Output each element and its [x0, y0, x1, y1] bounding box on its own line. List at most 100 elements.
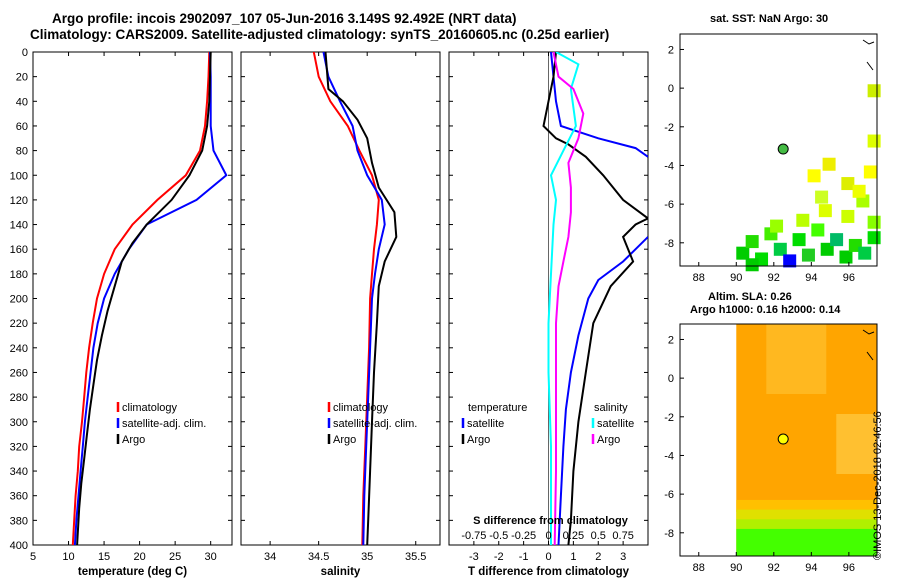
- salinity-legend-label: satellite-adj. clim.: [333, 418, 417, 430]
- sst_map-group: [679, 33, 881, 272]
- sla_map-ytick-label: 2: [668, 334, 674, 346]
- sla_map-argo-marker: [777, 433, 789, 445]
- depth-tick-label: 320: [10, 441, 28, 453]
- salinity-xlabel: salinity: [321, 566, 361, 578]
- temperature-series-argo: [76, 52, 212, 545]
- sla_map-xtick-label: 96: [843, 562, 855, 574]
- sst-cell: [770, 219, 784, 233]
- sst-cell: [811, 223, 825, 237]
- sst-cell: [852, 184, 866, 198]
- difference-xtick-label: -1: [519, 551, 529, 563]
- difference-series-s-satellite: [547, 52, 580, 545]
- difference-xtick-label: 1: [570, 551, 576, 563]
- depth-tick-label: 400: [10, 540, 28, 552]
- difference-s-tick-label: 0.25: [563, 530, 584, 542]
- temperature-legend-label: Argo: [122, 434, 145, 446]
- salinity-legend-label: Argo: [333, 434, 356, 446]
- difference-s-tick-label: -0.5: [489, 530, 508, 542]
- difference-s-axis-label: S difference from climatology: [473, 515, 629, 527]
- sst_map-ytick-label: -2: [664, 122, 674, 134]
- difference-xtick-label: 0: [545, 551, 551, 563]
- sst_map-xtick-label: 92: [768, 272, 780, 284]
- depth-tick-label: 100: [10, 170, 28, 182]
- sla-map-title: Altim. SLA: 0.26: [708, 291, 792, 303]
- difference-s-tick-label: 0: [545, 530, 551, 542]
- difference-s-tick-label: 0.75: [612, 530, 633, 542]
- depth-tick-label: 300: [10, 417, 28, 429]
- sst_map-xtick-label: 88: [693, 272, 705, 284]
- difference-s-tick-label: -0.25: [511, 530, 536, 542]
- title-line-1: Argo profile: incois 2902097_107 05-Jun-…: [52, 11, 517, 26]
- temperature-xtick-label: 10: [62, 551, 74, 563]
- temperature-legend-label: satellite-adj. clim.: [122, 418, 206, 430]
- timestamp: ©IMOS 13-Dec-2018 02:46:56: [872, 411, 884, 560]
- temperature-xtick-label: 30: [205, 551, 217, 563]
- sst_map-xtick-label: 94: [805, 272, 817, 284]
- difference-s-tick-label: 0.5: [591, 530, 606, 542]
- depth-tick-label: 240: [10, 343, 28, 355]
- sst-cell: [858, 246, 872, 260]
- depth-tick-label: 40: [16, 96, 28, 108]
- difference-series-t-argo: [542, 52, 648, 545]
- depth-tick-label: 280: [10, 392, 28, 404]
- salinity-xtick-label: 35.5: [405, 551, 426, 563]
- difference-series-t-satellite-deep-: [557, 236, 648, 545]
- sla-patch: [766, 324, 827, 394]
- sst_map-coastline: [862, 39, 875, 71]
- salinity-series-climatology: [312, 52, 380, 545]
- sst-cell: [867, 215, 881, 229]
- salinity-xtick-label: 34: [264, 551, 276, 563]
- sla_map-ytick-label: -8: [664, 528, 674, 540]
- sst-cell: [841, 177, 855, 191]
- sst_map-ytick-label: 0: [668, 83, 674, 95]
- salinity-frame: [240, 51, 441, 546]
- sst-cell: [815, 190, 829, 204]
- sst-cell: [822, 157, 836, 171]
- sst-cell: [818, 204, 832, 218]
- temperature-series-satellite-adj-clim-: [73, 52, 228, 545]
- salinity-series-satellite-adj-clim-: [322, 52, 386, 545]
- sst-cell: [783, 254, 797, 268]
- temperature-xtick-label: 20: [133, 551, 145, 563]
- sla-band: [736, 519, 877, 530]
- difference-sal-legend-label: satellite: [597, 418, 634, 430]
- sla-patch: [836, 414, 877, 474]
- temperature-xtick-label: 15: [98, 551, 110, 563]
- sla_map-ytick-label: -6: [664, 489, 674, 501]
- depth-tick-label: 60: [16, 121, 28, 133]
- temperature-legend-label: climatology: [122, 402, 178, 414]
- difference-sal-legend-label: Argo: [597, 434, 620, 446]
- sst-map-title: sat. SST: NaN Argo: 30: [710, 13, 829, 25]
- depth-tick-label: 160: [10, 244, 28, 256]
- sst-cell: [801, 248, 815, 262]
- sla-band: [736, 499, 877, 512]
- sst-cell: [745, 235, 759, 249]
- sla_map-xtick-label: 90: [730, 562, 742, 574]
- sla-map-subtitle: Argo h1000: 0.16 h2000: 0.14: [690, 304, 841, 316]
- sla_map-coastline: [862, 329, 875, 361]
- salinity-series-argo: [324, 52, 398, 545]
- sla_map-ytick-label: -2: [664, 412, 674, 424]
- depth-tick-label: 340: [10, 466, 28, 478]
- depth-tick-label: 20: [16, 72, 28, 84]
- difference-sal-legend-title: salinity: [594, 402, 628, 414]
- sst-cell: [841, 209, 855, 223]
- temperature-series-climatology: [71, 52, 211, 545]
- difference-xtick-label: 3: [620, 551, 626, 563]
- sla_map-xtick-label: 92: [768, 562, 780, 574]
- sla_map-ytick-label: -4: [664, 450, 674, 462]
- sst-cell: [830, 233, 844, 247]
- sst_map-argo-marker: [777, 143, 789, 155]
- depth-tick-label: 380: [10, 515, 28, 527]
- depth-tick-label: 260: [10, 367, 28, 379]
- sst_map-ytick-label: 2: [668, 44, 674, 56]
- sla-band: [736, 509, 877, 520]
- depth-tick-label: 200: [10, 294, 28, 306]
- difference-s-tick-label: -0.75: [461, 530, 486, 542]
- depth-tick-label: 220: [10, 318, 28, 330]
- depth-tick-label: 140: [10, 220, 28, 232]
- sst-cell: [796, 213, 810, 227]
- salinity-xtick-label: 34.5: [308, 551, 329, 563]
- sst-cell: [867, 134, 881, 148]
- title-line-2: Climatology: CARS2009. Satellite-adjuste…: [30, 27, 610, 42]
